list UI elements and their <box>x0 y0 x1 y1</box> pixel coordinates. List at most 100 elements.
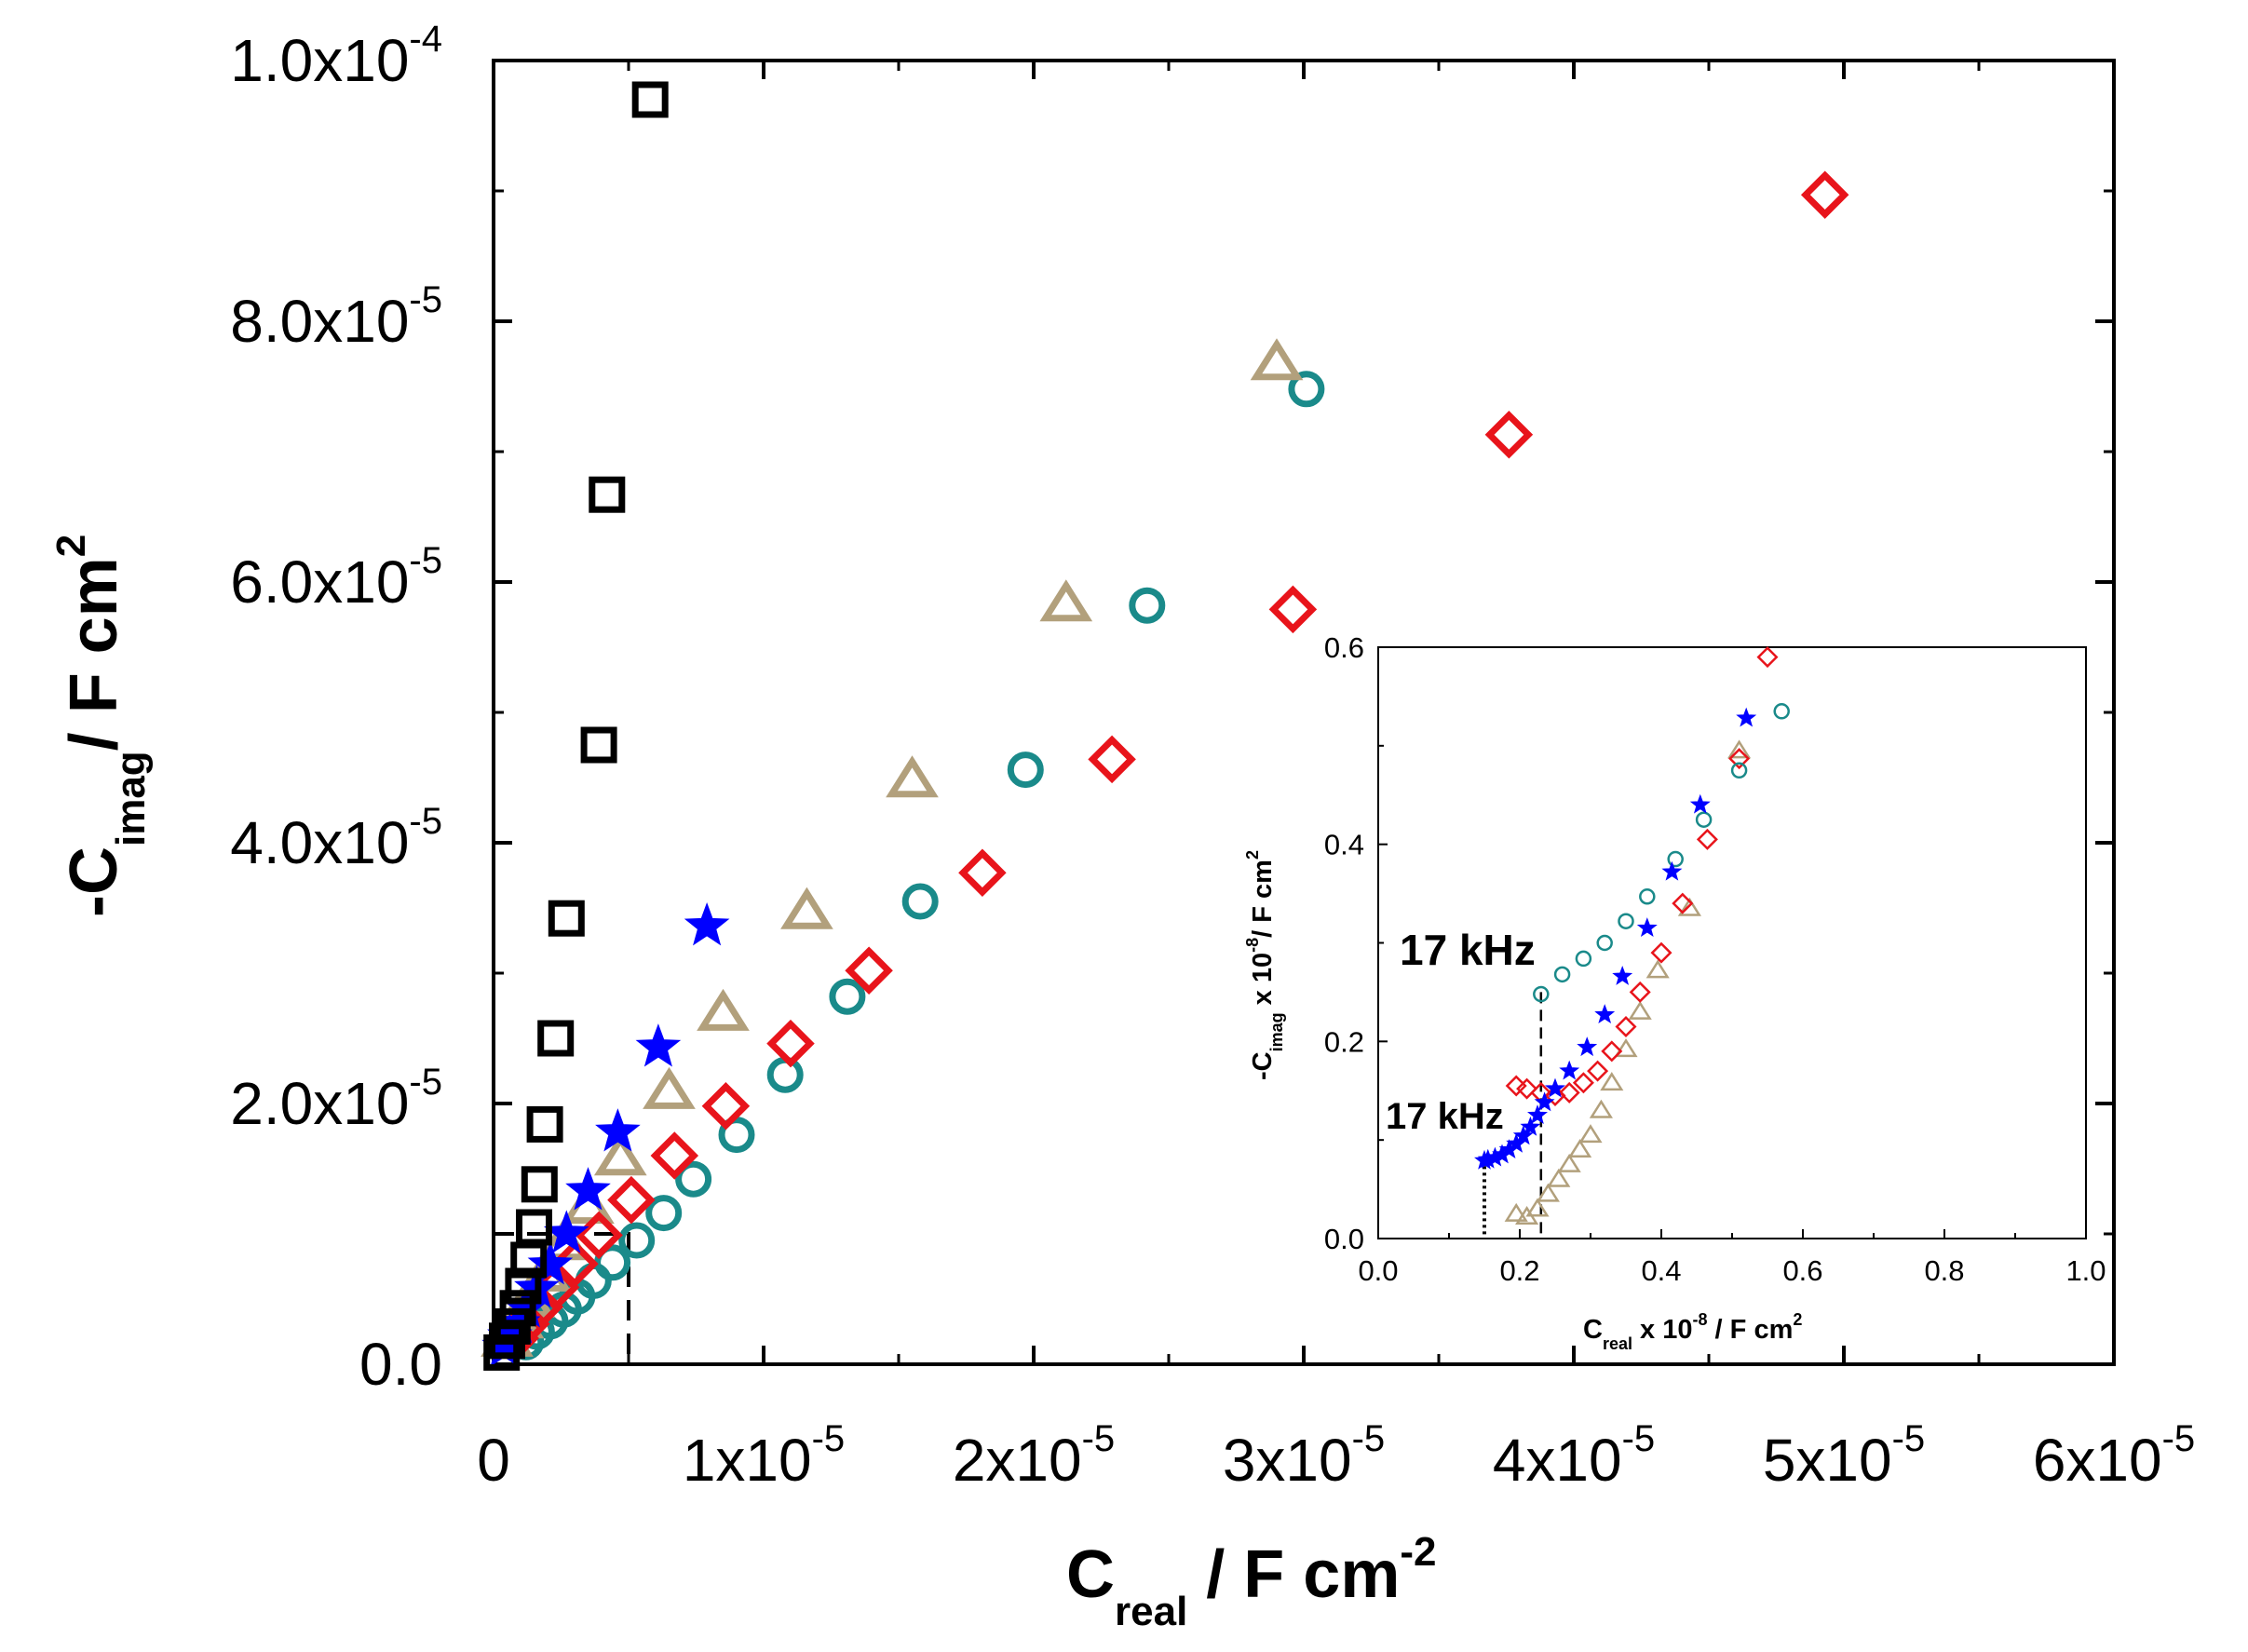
inset-x-tick-label: 0.8 <box>1924 1254 1964 1287</box>
data-point-black-squares <box>526 1105 563 1143</box>
main-x-axis-title: Creal / F cm-2 <box>1066 1529 1436 1634</box>
x-tick-label-exponent: -5 <box>2162 1418 2196 1459</box>
x-tick-label: 0 <box>477 1427 510 1494</box>
main-data-marks <box>481 81 1849 1371</box>
y-tick-label: 6.0x10-5 <box>230 540 442 616</box>
x-tick-label: 6x10-5 <box>2033 1418 2195 1494</box>
data-point-black-squares <box>631 81 669 118</box>
inset-data-point-teal-circles <box>1730 762 1748 779</box>
data-point-blue-stars <box>527 1240 574 1285</box>
inset-y-tick-label: 0.4 <box>1324 829 1364 861</box>
y-tick-label-base: 0.0 <box>359 1331 442 1398</box>
main-tick-labels: 0 1x10-5 2x10-5 3x10-5 4x10-5 5x10-5 6x10-50.0… <box>230 19 2195 1494</box>
inset-data-marks <box>1474 646 1790 1225</box>
inset-x-axis-title-sub: real <box>1603 1334 1632 1353</box>
data-point-red-diamonds <box>1484 411 1534 459</box>
data-point-teal-circles <box>645 1195 683 1232</box>
x-tick-label-base: 4x10 <box>1493 1427 1622 1494</box>
inset-data-point-tan-triangles <box>1536 1183 1560 1202</box>
inset-x-axis-title-rest: x 10 <box>1632 1315 1693 1345</box>
inset-data-point-red-diamonds <box>1672 892 1694 914</box>
x-tick-label-base: 0 <box>477 1427 510 1494</box>
data-point-tan-triangles <box>643 1066 696 1109</box>
y-tick-label-exponent: -5 <box>409 540 442 581</box>
inset-data-point-teal-circles <box>1667 850 1684 868</box>
main-x-axis-title-sub: real <box>1115 1589 1187 1634</box>
data-point-black-squares <box>510 1241 548 1279</box>
inset-data-point-tan-triangles <box>1628 1000 1652 1020</box>
data-point-black-squares <box>483 1334 521 1371</box>
inset-data-point-blue-stars <box>1736 707 1757 727</box>
data-point-black-squares <box>537 1020 575 1057</box>
inset-y-tick-label: 0.0 <box>1324 1223 1364 1255</box>
inset-data-point-tan-triangles <box>1557 1153 1581 1172</box>
data-point-black-squares <box>580 726 617 764</box>
data-point-black-squares <box>521 1166 558 1203</box>
x-tick-label: 5x10-5 <box>1763 1418 1925 1494</box>
inset-data-point-red-diamonds <box>1558 1081 1580 1104</box>
inset-tick-marks <box>1377 646 2087 1239</box>
x-tick-label: 4x10-5 <box>1493 1418 1655 1494</box>
x-tick-label-base: 6x10 <box>2033 1427 2162 1494</box>
main-x-axis-title-sup: -2 <box>1400 1529 1436 1575</box>
inset-x-tick-label: 0.6 <box>1782 1254 1822 1287</box>
data-point-teal-circles <box>766 1056 804 1093</box>
inset-x-axis-title-rest2: / F cm <box>1708 1315 1794 1345</box>
data-point-red-diamonds <box>1268 585 1318 634</box>
x-tick-label-exponent: -5 <box>812 1418 846 1459</box>
data-point-teal-circles <box>1288 371 1325 408</box>
data-point-teal-circles <box>618 1222 656 1259</box>
x-tick-label: 3x10-5 <box>1223 1418 1385 1494</box>
inset-data-point-tan-triangles <box>1600 1072 1624 1091</box>
x-tick-label-exponent: -5 <box>1892 1418 1926 1459</box>
inset-data-point-tan-triangles <box>1727 739 1752 759</box>
data-point-black-squares <box>516 1209 552 1246</box>
inset-data-point-tan-triangles <box>1547 1168 1571 1187</box>
data-point-tan-triangles <box>593 1133 647 1176</box>
x-tick-label: 1x10-5 <box>683 1418 845 1494</box>
inset-x-axis-title-sup2: 2 <box>1793 1310 1802 1329</box>
inset-x-tick-label: 0.4 <box>1641 1254 1681 1287</box>
data-point-blue-stars <box>684 901 730 946</box>
inset-data-point-teal-circles <box>1596 934 1613 952</box>
data-point-red-diamonds <box>607 1175 656 1225</box>
inset-x-tick-label: 0.2 <box>1499 1254 1539 1287</box>
data-point-red-diamonds <box>958 848 1007 897</box>
data-point-teal-circles <box>594 1244 631 1281</box>
inset-data-point-teal-circles <box>1618 913 1634 929</box>
inset-x-tick-label: 0.0 <box>1358 1254 1398 1287</box>
data-point-tan-triangles <box>1250 338 1304 381</box>
inset-data-point-teal-circles <box>1575 950 1592 968</box>
inset-data-point-tan-triangles <box>1677 897 1701 916</box>
data-point-black-squares <box>589 476 626 513</box>
inset-data-point-tan-triangles <box>1578 1124 1603 1144</box>
inset-y-tick-label: 0.6 <box>1324 631 1364 664</box>
inset-y-tick-label: 0.2 <box>1324 1025 1364 1058</box>
inset-y-axis-title-rest2: / F cm <box>1248 860 1278 938</box>
data-point-red-diamonds <box>845 946 893 995</box>
y-tick-label-base: 4.0x10 <box>230 809 409 876</box>
inset-data-point-teal-circles <box>1533 985 1550 1003</box>
y-tick-label-base: 2.0x10 <box>230 1070 409 1137</box>
inset-y-axis-title-sub: imag <box>1267 1012 1286 1051</box>
x-tick-label-base: 5x10 <box>1763 1427 1892 1494</box>
y-tick-label-exponent: -5 <box>409 801 442 842</box>
inset-background <box>1378 647 2086 1239</box>
main-y-axis-title-sup: 2 <box>48 535 94 557</box>
data-point-black-squares <box>548 900 585 937</box>
inset-x-axis-title-main: C <box>1583 1315 1603 1345</box>
inset-data-point-red-diamonds <box>1629 981 1651 1003</box>
inset-data-point-red-diamonds <box>1572 1072 1594 1094</box>
main-chart: 0 1x10-5 2x10-5 3x10-5 4x10-5 5x10-5 6x10-50.0… <box>48 19 2195 1634</box>
inset-x-tick-label: 1.0 <box>2065 1254 2106 1287</box>
inset-chart: 0.0 0.2 0.4 0.6 0.8 1.0 0.0 0.2 0.4 0.6 17 kHz 17… <box>1243 631 2106 1353</box>
x-tick-label-exponent: -5 <box>1352 1418 1386 1459</box>
series-tan-triangles <box>481 338 1304 1357</box>
inset-data-point-blue-stars <box>1527 1104 1548 1125</box>
inset-x-axis-title-sup: -8 <box>1692 1310 1707 1329</box>
inset-data-point-tan-triangles <box>1568 1139 1592 1158</box>
y-tick-label-base: 8.0x10 <box>230 288 409 355</box>
data-point-red-diamonds <box>766 1019 815 1068</box>
inset-data-point-blue-stars <box>1612 965 1633 985</box>
